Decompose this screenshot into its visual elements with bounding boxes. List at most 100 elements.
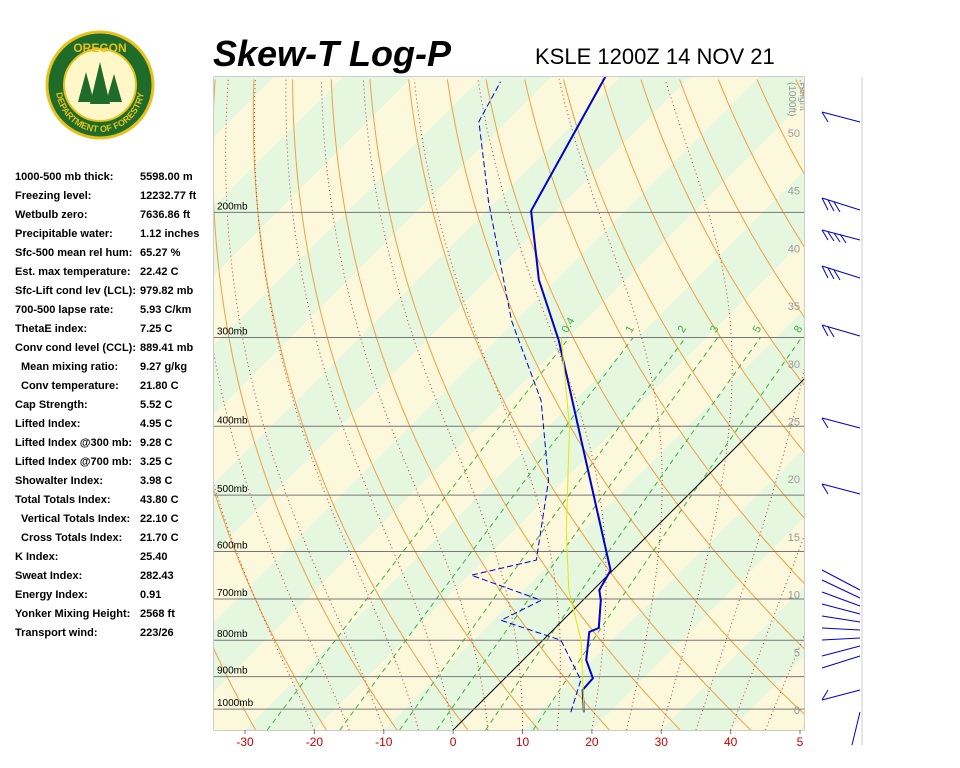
- height-tick-label: 0: [794, 705, 800, 717]
- moist-adiabat: [225, 79, 385, 730]
- index-label: Sweat Index:: [15, 570, 82, 582]
- index-label: Total Totals Index:: [15, 494, 111, 506]
- station: KSLE 1200Z 14 NOV 21: [535, 44, 775, 69]
- moist-adiabat: [764, 634, 804, 730]
- mixing-ratio-line: [532, 337, 803, 730]
- height-axis-label: Height: [797, 82, 808, 111]
- index-value: 0.91: [140, 589, 161, 601]
- index-label: Sfc-Lift cond lev (LCL):: [15, 285, 136, 297]
- index-value: 22.10 C: [140, 513, 179, 525]
- index-label: 700-500 lapse rate:: [15, 304, 113, 316]
- height-tick-label: 30: [788, 359, 800, 371]
- logo-tree: [78, 72, 94, 102]
- isobar-label: 1000mb: [217, 698, 254, 709]
- mixing-ratio-label: 5: [751, 324, 764, 335]
- index-label: Freezing level:: [15, 190, 91, 202]
- index-label: Mean mixing ratio:: [21, 361, 118, 373]
- isobar-label: 500mb: [217, 484, 248, 495]
- wind-barb: [821, 569, 861, 669]
- x-tick-label: 10: [516, 735, 530, 749]
- index-label: Cap Strength:: [15, 399, 88, 411]
- title: Skew-T Log-P: [213, 33, 452, 74]
- index-label: Lifted Index @700 mb:: [15, 456, 132, 468]
- index-label: Showalter Index:: [15, 475, 103, 487]
- wind-barb: [821, 197, 861, 213]
- index-value: 22.42 C: [140, 266, 179, 278]
- index-label: Lifted Index @300 mb:: [15, 437, 132, 449]
- index-value: 5598.00 m: [140, 171, 193, 183]
- index-value: 979.82 mb: [140, 285, 193, 297]
- x-tick-label: 20: [585, 735, 599, 749]
- isotherm-band: [730, 656, 804, 730]
- index-value: 282.43: [140, 570, 174, 582]
- logo: OREGON DEPARTMENT OF FORESTRY: [45, 30, 155, 140]
- isotherm-band: [661, 587, 804, 730]
- dry-adiabat: [951, 79, 960, 730]
- index-value: 43.80 C: [140, 494, 179, 506]
- moist-adiabat: [362, 79, 523, 730]
- index-value: 4.95 C: [140, 418, 172, 430]
- index-value: 21.70 C: [140, 532, 179, 544]
- isotherm-band: [245, 171, 804, 730]
- index-label: 1000-500 mb thick:: [15, 171, 113, 183]
- dry-adiabat: [563, 79, 804, 519]
- height-tick-label: 35: [788, 301, 800, 313]
- index-value: 65.27 %: [140, 247, 181, 259]
- index-value: 7.25 C: [140, 323, 172, 335]
- moist-adiabat: [730, 535, 804, 730]
- index-value: 7636.86 ft: [140, 209, 190, 221]
- wind-barb: [821, 229, 861, 244]
- dry-adiabat: [640, 79, 804, 386]
- x-tick-label: -20: [306, 735, 324, 749]
- index-value: 889.41 mb: [140, 342, 193, 354]
- isotherm-band: [522, 448, 804, 730]
- axes: -30 -20 -10 0 10 20 30 40 5: [236, 730, 804, 749]
- wind-barbs: [821, 111, 861, 746]
- index-label: Transport wind:: [15, 627, 98, 639]
- dry-adiabat: [214, 647, 257, 730]
- mixing-ratio-label: 2: [676, 324, 689, 335]
- height-tick-label: 15: [788, 532, 800, 544]
- index-label: Est. max temperature:: [15, 266, 131, 278]
- height-tick-label: 45: [788, 186, 800, 198]
- height-tick-label: 50: [788, 128, 800, 140]
- moist-adiabat: [253, 79, 419, 730]
- index-value: 5.93 C/km: [140, 304, 192, 316]
- index-value: 5.52 C: [140, 399, 172, 411]
- indices-table: 1000-500 mb thick: 5598.00 m Freezing leve…: [15, 171, 199, 639]
- index-label: Vertical Totals Index:: [21, 513, 130, 525]
- isotherm-band: [383, 309, 804, 730]
- index-label: Energy Index:: [15, 589, 88, 601]
- x-tick-label: 5: [797, 735, 804, 749]
- index-label: Yonker Mixing Height:: [15, 608, 130, 620]
- profile-line: [560, 337, 585, 713]
- logo-top: OREGON: [73, 41, 126, 55]
- index-value: 223/26: [140, 627, 174, 639]
- height-tick-label: 40: [788, 243, 800, 255]
- plot: 0.4 1 2 3 5 81000mb900mb800mb700mb600mb500mb4…: [214, 77, 960, 730]
- isotherm-band: [800, 726, 804, 730]
- moist-adiabat: [320, 79, 489, 730]
- logo-tree: [106, 74, 122, 102]
- index-value: 2568 ft: [140, 608, 175, 620]
- index-label: Conv cond level (CCL):: [15, 342, 136, 354]
- x-tick-label: -10: [375, 735, 393, 749]
- dry-adiabat: [912, 79, 960, 730]
- wind-barb: [821, 483, 861, 495]
- dry-adiabat: [601, 79, 804, 453]
- mixing-ratio-label: 3: [708, 324, 721, 335]
- height-tick-label: 25: [788, 417, 800, 429]
- index-value: 3.25 C: [140, 456, 172, 468]
- x-tick-label: 0: [450, 735, 457, 749]
- wind-barb: [821, 689, 861, 746]
- isotherm-band: [314, 240, 804, 730]
- mixing-ratio-line: [485, 337, 761, 730]
- logo-tree: [90, 62, 110, 104]
- moist-adiabat: [413, 79, 561, 730]
- mixing-ratio-line: [266, 337, 570, 730]
- isotherm-band: [214, 77, 804, 692]
- dry-adiabat: [835, 79, 960, 730]
- isobar-label: 400mb: [217, 415, 248, 426]
- index-value: 12232.77 ft: [140, 190, 197, 202]
- index-value: 1.12 inches: [140, 228, 199, 240]
